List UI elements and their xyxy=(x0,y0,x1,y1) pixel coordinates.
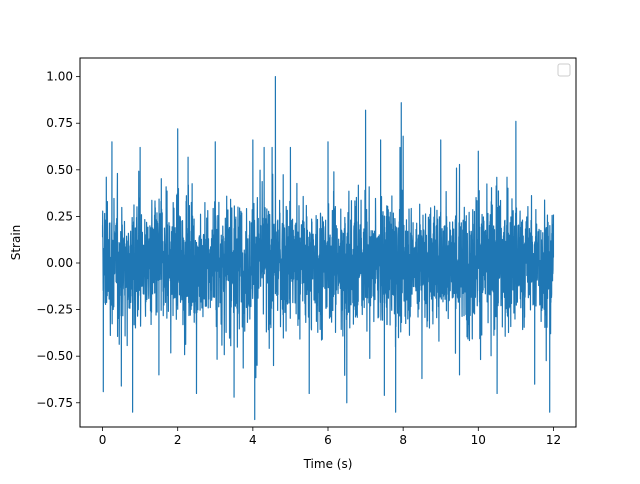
x-tick-label: 0 xyxy=(99,433,107,447)
x-tick-label: 2 xyxy=(174,433,182,447)
x-tick-label: 8 xyxy=(399,433,407,447)
x-tick-label: 10 xyxy=(471,433,486,447)
y-tick-label: 0.75 xyxy=(46,116,73,130)
y-tick-label: 1.00 xyxy=(46,70,73,84)
legend-box xyxy=(557,63,571,77)
x-axis-ticks: 0 2 4 6 8 10 12 xyxy=(99,427,561,447)
strain-series-line xyxy=(101,76,555,421)
x-tick-label: 6 xyxy=(324,433,332,447)
y-tick-label: 0.25 xyxy=(46,209,73,223)
y-tick-label: −0.75 xyxy=(36,396,73,410)
x-tick-label: 4 xyxy=(249,433,257,447)
y-tick-label: 0.00 xyxy=(46,256,73,270)
legend xyxy=(557,63,571,77)
series-layer xyxy=(101,76,555,421)
x-axis-label: Time (s) xyxy=(303,457,353,471)
y-axis-ticks: −0.75 −0.50 −0.25 0.00 0.25 0.50 0.75 1.00 xyxy=(36,70,80,410)
y-axis-label: Strain xyxy=(9,225,23,261)
y-tick-label: −0.50 xyxy=(36,349,73,363)
y-tick-label: −0.25 xyxy=(36,303,73,317)
y-tick-label: 0.50 xyxy=(46,163,73,177)
x-tick-label: 12 xyxy=(546,433,561,447)
